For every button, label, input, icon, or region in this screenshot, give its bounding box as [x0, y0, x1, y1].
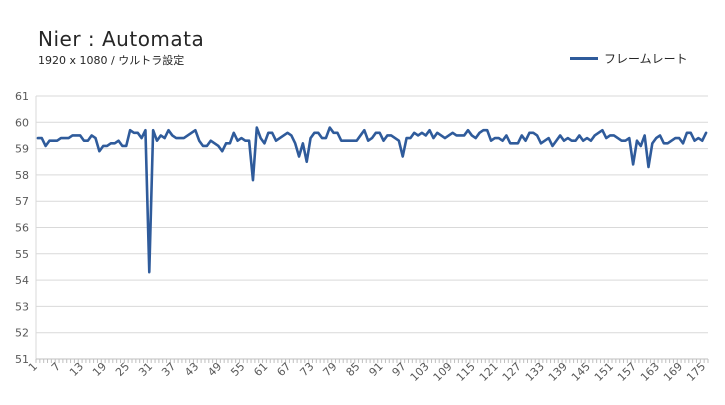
y-tick-label: 57	[15, 195, 29, 208]
x-tick-label: 79	[320, 360, 339, 379]
x-tick-label: 97	[390, 360, 409, 379]
x-tick-label: 49	[205, 360, 224, 379]
x-tick-label: 61	[251, 360, 270, 379]
x-tick-label: 7	[49, 360, 63, 374]
x-tick-label: 85	[344, 360, 363, 379]
x-tick-label: 139	[546, 360, 570, 384]
x-tick-label: 169	[661, 360, 685, 384]
y-tick-label: 55	[15, 248, 29, 261]
x-tick-label: 43	[182, 360, 201, 379]
x-tick-label: 163	[638, 360, 662, 384]
y-tick-label: 53	[15, 300, 29, 313]
legend-swatch	[570, 57, 598, 60]
x-tick-label: 73	[297, 360, 316, 379]
legend-label: フレームレート	[604, 52, 688, 66]
chart-title: Nier : Automata	[38, 27, 205, 51]
x-tick-label: 13	[67, 360, 86, 379]
x-tick-label: 115	[454, 360, 478, 384]
y-tick-label: 59	[15, 143, 29, 156]
x-tick-label: 25	[113, 360, 132, 379]
x-tick-label: 127	[500, 360, 524, 384]
x-tick-label: 133	[523, 360, 547, 384]
y-tick-label: 58	[15, 169, 29, 182]
series-line-framerate	[36, 126, 708, 274]
chart-subtitle: 1920 x 1080 / ウルトラ設定	[38, 54, 185, 67]
x-tick-label: 157	[615, 360, 639, 384]
x-tick-label: 19	[90, 360, 109, 379]
y-tick-label: 56	[15, 222, 29, 235]
x-tick-label: 1	[26, 360, 40, 374]
y-tick-label: 54	[15, 274, 29, 287]
y-tick-label: 52	[15, 327, 29, 340]
x-tick-label: 121	[477, 360, 501, 384]
x-tick-label: 37	[159, 360, 178, 379]
x-tick-label: 175	[684, 360, 708, 384]
x-tick-label: 31	[136, 360, 155, 379]
y-tick-label: 61	[15, 90, 29, 103]
x-tick-label: 151	[592, 360, 616, 384]
y-tick-label: 51	[15, 353, 29, 366]
x-tick-label: 91	[367, 360, 386, 379]
x-tick-label: 145	[569, 360, 593, 384]
y-tick-label: 60	[15, 116, 29, 129]
x-tick-label: 109	[431, 360, 455, 384]
x-tick-label: 103	[408, 360, 432, 384]
x-tick-label: 67	[274, 360, 293, 379]
x-tick-label: 55	[228, 360, 247, 379]
legend: フレームレート	[570, 50, 688, 67]
